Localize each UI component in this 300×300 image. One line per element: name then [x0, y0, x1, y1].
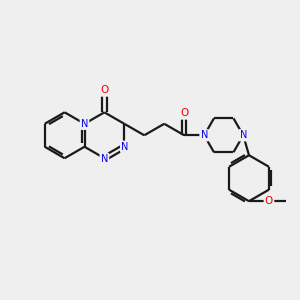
Text: N: N	[101, 154, 108, 164]
Text: N: N	[81, 119, 88, 129]
Text: N: N	[240, 130, 247, 140]
Text: O: O	[100, 85, 109, 95]
Text: N: N	[121, 142, 129, 152]
Text: N: N	[200, 130, 208, 140]
Text: O: O	[265, 196, 273, 206]
Text: O: O	[180, 108, 188, 118]
